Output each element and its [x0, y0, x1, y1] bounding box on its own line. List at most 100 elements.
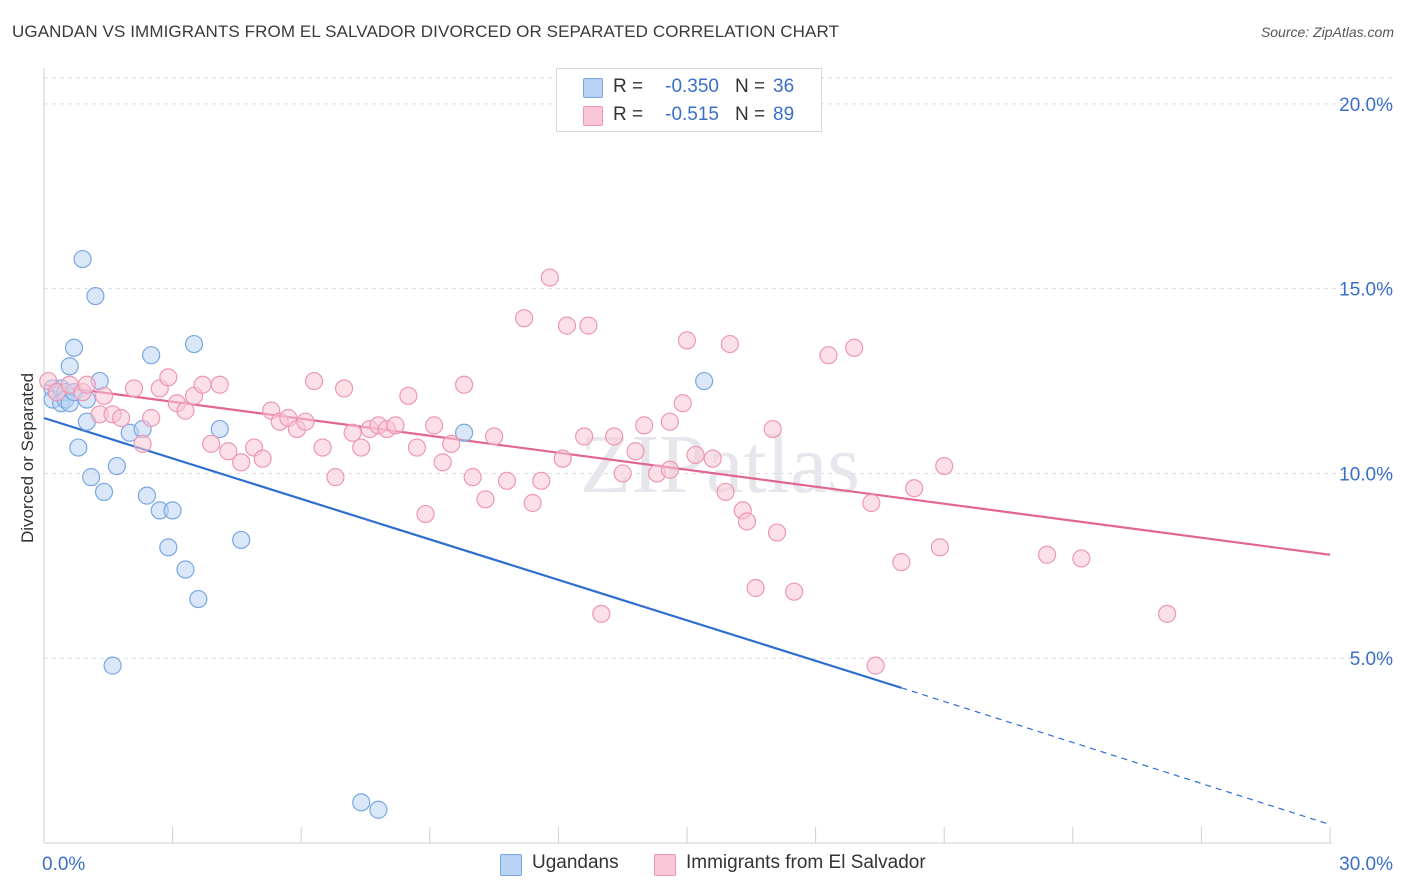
el-salvador-point	[343, 423, 362, 442]
el-salvador-point	[424, 416, 444, 435]
ugandans-point	[454, 423, 474, 442]
x-tick-label: 0.0%	[42, 854, 85, 875]
el-salvador-point	[454, 375, 474, 394]
el-salvador-point	[613, 464, 632, 483]
el-salvador-point	[304, 371, 324, 391]
x-tick-label: 30.0%	[1339, 854, 1393, 875]
el-salvador-point	[232, 453, 251, 472]
el-salvador-point	[720, 334, 739, 354]
el-salvador-point	[785, 582, 804, 601]
el-salvador-point	[746, 578, 765, 598]
el-salvador-point	[862, 493, 881, 513]
stats-row-ugandans: R = -0.350 N = 36	[557, 73, 821, 101]
el-salvador-point	[386, 416, 405, 435]
ugandans-point	[103, 656, 122, 675]
chart-title: UGANDAN VS IMMIGRANTS FROM EL SALVADOR D…	[12, 22, 840, 41]
stats-n-label: N =	[735, 104, 766, 125]
el-salvador-point	[416, 504, 435, 524]
el-salvador-point	[313, 438, 332, 457]
el-salvador-point	[677, 331, 697, 350]
ugandans-point	[64, 338, 84, 357]
stats-n-value: 36	[773, 76, 795, 97]
stats-r-value: -0.515	[665, 104, 719, 125]
el-salvador-point	[845, 338, 864, 357]
ugandans-point	[86, 286, 105, 306]
el-salvador-point	[553, 449, 572, 468]
el-salvador-point	[605, 427, 624, 446]
el-salvador-point	[433, 453, 452, 472]
ugandans-point	[210, 419, 229, 439]
el-salvador-point	[737, 512, 757, 531]
axes	[43, 68, 1332, 844]
ugandans-point	[176, 560, 195, 579]
el-salvador-point	[716, 482, 735, 502]
el-salvador-point	[334, 379, 354, 398]
el-salvador-point	[767, 523, 787, 542]
el-salvador-point	[673, 394, 692, 413]
trend-lines	[43, 383, 1331, 826]
el-salvador-point	[1072, 549, 1091, 568]
el-salvador-point	[579, 316, 598, 335]
el-salvador-point	[497, 471, 517, 490]
y-tick-label: 20.0%	[1339, 95, 1393, 116]
el-salvador-trend-line	[43, 383, 1331, 556]
el-salvador-point	[935, 456, 954, 476]
el-salvador-point	[515, 309, 534, 328]
ugandans-point	[107, 456, 126, 476]
legend-swatch-pink	[654, 854, 676, 876]
stats-r-label: R =	[613, 104, 644, 125]
el-salvador-point	[892, 553, 911, 572]
legend-swatch-blue	[500, 854, 522, 876]
stats-legend-box: R = -0.350 N = 36 R = -0.515 N = 89	[556, 68, 822, 132]
tick-labels: 5.0% 10.0% 15.0% 20.0% 0.0% 30.0%	[42, 95, 1393, 875]
el-salvador-point	[660, 412, 679, 431]
el-salvador-point	[253, 449, 272, 468]
el-salvador-point	[296, 412, 315, 431]
ugandans-trend-extension	[901, 687, 1331, 826]
ugandans-point	[137, 486, 156, 505]
el-salvador-point	[159, 368, 178, 387]
el-salvador-point	[660, 460, 679, 479]
data-points	[39, 249, 1177, 819]
ugandans-point	[142, 346, 161, 365]
y-axis-label: Divorced or Separated	[18, 373, 37, 543]
el-salvador-point	[124, 379, 144, 398]
el-salvador-point	[592, 604, 611, 623]
grid-lines	[44, 77, 1392, 659]
el-salvador-point	[112, 408, 131, 428]
el-salvador-point	[94, 386, 114, 405]
ugandans-point	[69, 438, 88, 457]
ugandans-trend-line	[43, 416, 902, 689]
stats-r-value: -0.350	[665, 76, 719, 97]
ugandans-point	[695, 371, 714, 391]
el-salvador-point	[626, 442, 645, 461]
el-salvador-point	[352, 438, 371, 457]
el-salvador-point	[532, 471, 551, 490]
ugandans-point	[73, 249, 92, 269]
el-salvador-point	[540, 268, 559, 287]
el-salvador-point	[703, 449, 722, 468]
ugandans-point	[189, 589, 208, 609]
el-salvador-point	[210, 375, 229, 394]
el-salvador-point	[142, 408, 161, 428]
ugandans-point	[352, 793, 371, 812]
el-salvador-point	[133, 434, 152, 453]
ugandans-point	[232, 530, 251, 550]
el-salvador-point	[326, 468, 345, 487]
el-salvador-point	[635, 416, 654, 435]
y-tick-label: 15.0%	[1339, 280, 1393, 301]
ugandans-point	[184, 334, 204, 354]
stats-r-label: R =	[613, 76, 644, 97]
el-salvador-point	[463, 468, 482, 487]
el-salvador-point	[476, 490, 495, 509]
el-salvador-point	[763, 419, 782, 439]
el-salvador-point	[442, 434, 461, 453]
stats-swatch-blue	[583, 78, 603, 98]
legend-label: Ugandans	[532, 852, 619, 873]
el-salvador-point	[575, 427, 594, 446]
chart-source: Source: ZipAtlas.com	[1260, 24, 1394, 40]
el-salvador-point	[1037, 545, 1057, 564]
legend-label: Immigrants from El Salvador	[686, 852, 926, 873]
ugandans-point	[369, 800, 388, 819]
el-salvador-point	[193, 375, 212, 394]
